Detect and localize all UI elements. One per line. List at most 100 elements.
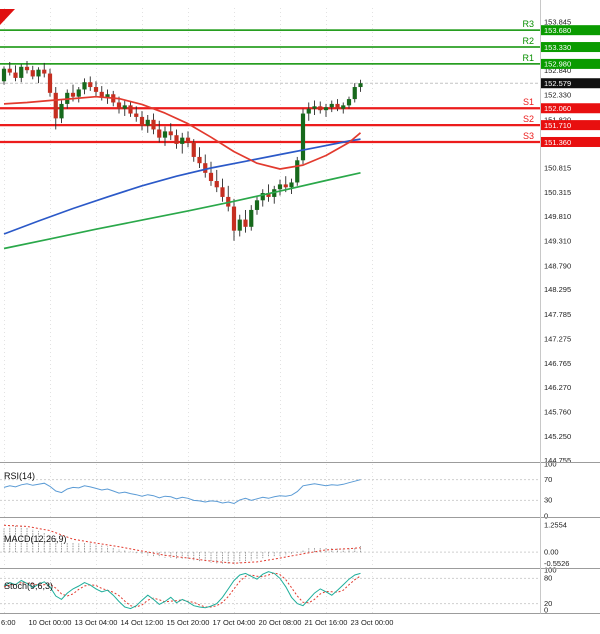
sr-badge-s2-text: 151.710 bbox=[544, 121, 571, 130]
candle-down bbox=[243, 219, 248, 227]
candle-up bbox=[105, 94, 110, 98]
candle-up bbox=[352, 87, 357, 100]
candle-down bbox=[99, 91, 104, 98]
candle-up bbox=[249, 209, 254, 227]
rsi-tick: 30 bbox=[544, 496, 552, 505]
price-tick: 150.815 bbox=[544, 164, 571, 173]
price-tick: 148.295 bbox=[544, 285, 571, 294]
candle-up bbox=[329, 103, 334, 108]
candle-up bbox=[82, 82, 87, 90]
time-axis[interactable]: 6:00 10 Oct 00:00 13 Oct 04:00 14 Oct 12:00… bbox=[1, 618, 393, 627]
candle-up bbox=[59, 103, 64, 119]
stoch-tick: 0 bbox=[544, 606, 548, 615]
candle-down bbox=[318, 106, 323, 111]
sr-text-r1: R1 bbox=[522, 53, 534, 63]
macd-tick: -0.5526 bbox=[544, 559, 569, 568]
price-tick: 151.820 bbox=[544, 115, 571, 124]
sr-badge-r1-text: 152.980 bbox=[544, 60, 571, 69]
stoch-tick: 80 bbox=[544, 574, 552, 583]
stoch-tick: 20 bbox=[544, 599, 552, 608]
sr-badge-r3-text: 153.680 bbox=[544, 26, 571, 35]
stoch-d-line bbox=[3, 572, 361, 608]
price-tick: 147.275 bbox=[544, 334, 571, 343]
price-tick: 147.785 bbox=[544, 310, 571, 319]
stoch-k-line bbox=[3, 571, 361, 610]
candle-up bbox=[306, 108, 311, 114]
candle-down bbox=[231, 206, 237, 231]
sr-text-s3: S3 bbox=[523, 131, 534, 141]
rsi-tick: 100 bbox=[544, 459, 557, 468]
candle-up bbox=[346, 99, 352, 106]
time-tick: 23 Oct 00:00 bbox=[351, 618, 394, 627]
ma-blue-line bbox=[3, 138, 361, 235]
candle-down bbox=[93, 87, 99, 92]
candle-up bbox=[277, 184, 283, 190]
candle-down bbox=[88, 82, 93, 88]
sr-badge-r2-text: 153.330 bbox=[544, 43, 571, 52]
candle-down bbox=[7, 68, 12, 73]
candle-down bbox=[116, 102, 122, 109]
candle-up bbox=[341, 105, 346, 109]
candle-down bbox=[266, 193, 271, 197]
price-tick: 150.315 bbox=[544, 188, 571, 197]
rsi-tick: 0 bbox=[544, 511, 548, 520]
time-tick: 15 Oct 20:00 bbox=[167, 618, 210, 627]
candle-up bbox=[323, 107, 329, 111]
candle-up bbox=[162, 131, 168, 138]
candle-down bbox=[168, 131, 173, 136]
candle-down bbox=[191, 142, 196, 157]
candle-down bbox=[197, 156, 202, 164]
candle-up bbox=[122, 105, 127, 109]
sr-badge-r1 bbox=[541, 58, 600, 69]
price-tick: 146.270 bbox=[544, 383, 571, 392]
time-tick: 6:00 bbox=[1, 618, 16, 627]
candle-down bbox=[185, 137, 191, 143]
candle-up bbox=[76, 89, 81, 97]
candle-up bbox=[19, 66, 24, 78]
time-tick: 21 Oct 16:00 bbox=[305, 618, 348, 627]
ma-green-line bbox=[3, 171, 361, 250]
price-tick: 144.755 bbox=[544, 456, 571, 465]
corner-flag bbox=[0, 9, 15, 25]
macd-histogram bbox=[3, 525, 361, 564]
candle-down bbox=[335, 103, 340, 109]
sr-text-r3: R3 bbox=[522, 19, 534, 29]
candle-down bbox=[220, 187, 225, 197]
candle-down bbox=[24, 66, 30, 71]
sr-badge-s1 bbox=[541, 103, 600, 114]
candle-down bbox=[128, 105, 133, 114]
time-tick: 10 Oct 00:00 bbox=[29, 618, 72, 627]
sr-badge-s1-text: 152.060 bbox=[544, 104, 571, 113]
macd-tick: 1.2554 bbox=[544, 520, 567, 529]
candle-down bbox=[157, 129, 162, 138]
sr-badge-r2 bbox=[541, 42, 600, 53]
candle-down bbox=[70, 92, 76, 97]
candle-down bbox=[208, 172, 214, 182]
time-tick: 20 Oct 08:00 bbox=[259, 618, 302, 627]
sr-badge-s3-text: 151.360 bbox=[544, 138, 571, 147]
candle-down bbox=[13, 72, 18, 78]
current-price-badge-text: 152.579 bbox=[544, 79, 571, 88]
candle-up bbox=[1, 68, 7, 82]
sr-badge-s2 bbox=[541, 120, 600, 131]
rsi-line bbox=[3, 479, 361, 505]
candle-up bbox=[358, 83, 363, 88]
price-tick: 149.310 bbox=[544, 236, 571, 245]
candle-up bbox=[237, 219, 242, 231]
price-tick: 145.760 bbox=[544, 407, 571, 416]
candle-up bbox=[180, 137, 185, 144]
price-tick: 149.810 bbox=[544, 212, 571, 221]
rsi-tick: 70 bbox=[544, 475, 552, 484]
price-tick: 148.790 bbox=[544, 261, 571, 270]
candle-up bbox=[254, 200, 260, 210]
ma-red-line bbox=[3, 95, 362, 170]
candle-up bbox=[300, 113, 306, 161]
candle-down bbox=[53, 92, 58, 119]
candle-down bbox=[203, 163, 208, 173]
candle-down bbox=[134, 113, 139, 117]
price-tick: 153.845 bbox=[544, 18, 571, 27]
candle-up bbox=[289, 182, 294, 188]
candle-down bbox=[139, 116, 145, 126]
